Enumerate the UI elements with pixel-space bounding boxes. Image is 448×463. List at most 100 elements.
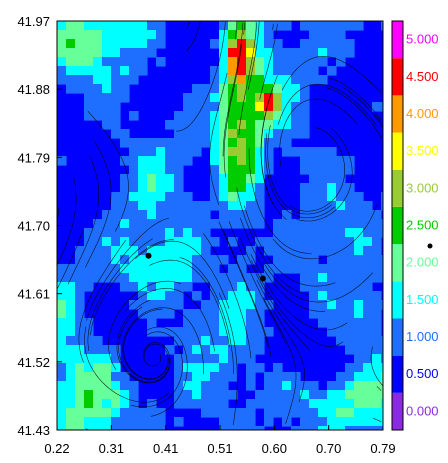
contour-cell xyxy=(93,57,103,67)
contour-cell xyxy=(228,363,238,373)
contour-cell xyxy=(102,390,112,400)
contour-cell xyxy=(300,39,310,49)
contour-cell xyxy=(327,426,337,430)
contour-cell xyxy=(228,66,238,76)
contour-cell xyxy=(219,111,229,121)
contour-cell xyxy=(228,93,238,103)
contour-cell xyxy=(219,426,229,430)
contour-cell xyxy=(183,147,193,157)
contour-cell xyxy=(381,192,383,202)
contour-cell xyxy=(219,75,229,85)
contour-cell xyxy=(102,66,112,76)
contour-cell xyxy=(345,399,355,409)
colorbar: 0.000 0.500 1.000 1.500 2.000 2.500 3.000 3.500… xyxy=(391,20,439,431)
contour-cell xyxy=(327,327,337,337)
contour-cell xyxy=(66,417,76,427)
contour-cell xyxy=(255,66,265,76)
contour-cell xyxy=(147,138,157,148)
contour-cell xyxy=(120,372,130,382)
contour-cell xyxy=(327,264,337,274)
contour-cell xyxy=(138,156,148,166)
contour-cell xyxy=(201,399,211,409)
streamline xyxy=(290,127,345,212)
contour-cell xyxy=(138,264,148,274)
contour-cell xyxy=(345,219,355,229)
contour-cell xyxy=(129,273,139,283)
contour-cell xyxy=(120,30,130,40)
contour-cell xyxy=(327,174,337,184)
contour-cell xyxy=(66,75,76,85)
contour-cell xyxy=(93,219,103,229)
contour-cell xyxy=(183,255,193,265)
streamline xyxy=(67,156,99,285)
contour-cell xyxy=(210,129,220,139)
contour-cell xyxy=(210,84,220,94)
markers xyxy=(145,243,433,282)
contour-cell xyxy=(111,246,121,256)
contour-cell xyxy=(147,39,157,49)
contour-cell xyxy=(345,165,355,175)
contour-cell xyxy=(57,30,67,40)
contour-cell xyxy=(345,264,355,274)
contour-cell xyxy=(210,318,220,328)
contour-cell xyxy=(336,30,346,40)
streamline xyxy=(259,23,278,100)
contour-cell xyxy=(237,75,247,85)
contour-cell xyxy=(237,93,247,103)
x-axis: 0.22 0.31 0.41 0.51 0.60 0.70 0.79 xyxy=(44,425,396,456)
contour-cell xyxy=(273,111,283,121)
contour-cell xyxy=(327,381,337,391)
contour-cell xyxy=(381,219,383,229)
contour-cell xyxy=(174,264,184,274)
contour-cell xyxy=(192,255,202,265)
contour-cell xyxy=(228,345,238,355)
contour-cell xyxy=(327,192,337,202)
contour-cell xyxy=(210,201,220,211)
contour-cell xyxy=(201,201,211,211)
contour-cell xyxy=(336,156,346,166)
streamlines xyxy=(57,21,383,430)
streamline xyxy=(218,221,269,348)
contour-cell xyxy=(246,318,256,328)
contour-cell xyxy=(273,372,283,382)
contour-cell xyxy=(228,219,238,229)
contour-cell xyxy=(219,21,229,31)
contour-cell xyxy=(372,390,382,400)
contour-cell xyxy=(255,129,265,139)
contour-cell xyxy=(273,228,283,238)
contour-cell xyxy=(255,84,265,94)
contour-cell xyxy=(228,273,238,283)
contour-cell xyxy=(291,93,301,103)
streamline xyxy=(281,55,382,93)
contour-cell xyxy=(75,66,85,76)
contour-cell xyxy=(282,93,292,103)
contour-cell xyxy=(147,399,157,409)
contour-cell xyxy=(282,219,292,229)
contour-cell xyxy=(345,21,355,31)
contour-cell xyxy=(174,129,184,139)
contour-cell xyxy=(156,147,166,157)
contour-cell xyxy=(219,156,229,166)
contour-cell xyxy=(192,327,202,337)
contour-cell xyxy=(354,246,364,256)
streamline xyxy=(328,77,382,121)
contour-cell xyxy=(246,111,256,121)
contour-cell xyxy=(156,246,166,256)
contour-cell xyxy=(165,309,175,319)
contour-cell xyxy=(354,345,364,355)
contour-cell xyxy=(309,75,319,85)
contour-cell xyxy=(381,264,383,274)
contour-cell xyxy=(282,381,292,391)
contour-cell xyxy=(363,381,373,391)
contour-cell xyxy=(111,417,121,427)
contour-cell xyxy=(228,120,238,130)
contour-cell xyxy=(66,327,76,337)
contour-cell xyxy=(228,372,238,382)
contour-cell xyxy=(300,210,310,220)
contour-cell xyxy=(102,246,112,256)
contour-cell xyxy=(264,39,274,49)
contour-cell xyxy=(318,174,328,184)
contour-cell xyxy=(120,84,130,94)
streamline xyxy=(90,239,174,336)
contour-cell xyxy=(291,48,301,58)
